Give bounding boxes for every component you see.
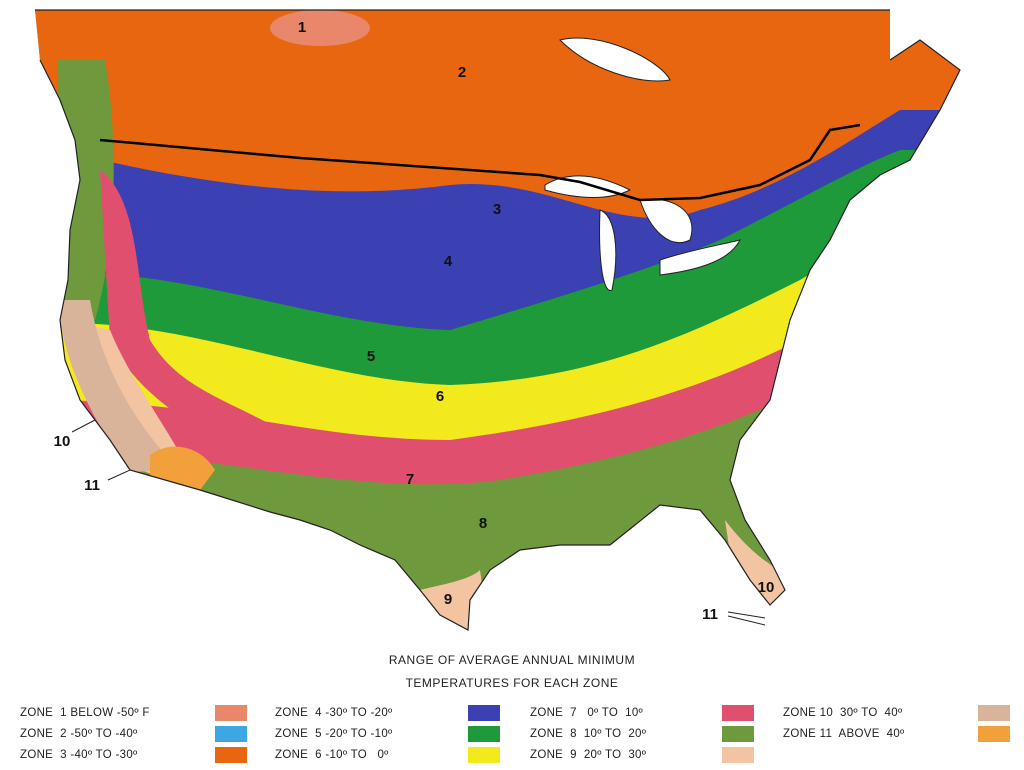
legend-label: ZONE 4 -30º TO -20º xyxy=(275,707,393,719)
legend-title: RANGE OF AVERAGE ANNUAL MINIMUM xyxy=(389,653,635,667)
legend-swatch xyxy=(215,747,247,763)
legend-label: ZONE 3 -40º TO -30º xyxy=(20,749,138,761)
legend-swatch xyxy=(978,726,1010,742)
zone-number: 9 xyxy=(444,591,452,608)
legend-label: ZONE 2 -50º TO -40º xyxy=(20,728,138,740)
legend-swatch xyxy=(468,705,500,721)
great-lakes xyxy=(544,37,741,291)
zone-number: 8 xyxy=(479,515,487,532)
zone-number: 1 xyxy=(298,19,306,36)
zone-region xyxy=(725,520,790,620)
legend-title: TEMPERATURES FOR EACH ZONE xyxy=(406,676,619,690)
zone-number: 4 xyxy=(444,253,453,270)
legend-label: ZONE 10 30º TO 40º xyxy=(783,707,903,719)
legend-swatch xyxy=(978,705,1010,721)
zone-number: 11 xyxy=(702,606,718,623)
legend-label: ZONE 6 -10º TO 0º xyxy=(275,749,389,761)
lake xyxy=(599,209,617,291)
legend-swatch xyxy=(468,747,500,763)
legend-label: ZONE 11 ABOVE 40º xyxy=(783,728,905,740)
zone-region xyxy=(560,545,615,560)
lake xyxy=(639,198,693,244)
zone-number: 11 xyxy=(84,477,100,494)
zone-number: 10 xyxy=(758,579,775,596)
leader-line xyxy=(71,419,96,433)
zone-number: 7 xyxy=(406,471,414,488)
leader-line xyxy=(727,615,766,626)
legend-label: ZONE 9 20º TO 30º xyxy=(530,749,647,761)
leader-lines xyxy=(71,419,766,626)
legend-swatch xyxy=(215,726,247,742)
zone-region xyxy=(100,170,280,470)
zone-number: 10 xyxy=(54,433,71,450)
legend-swatch xyxy=(722,705,754,721)
zone-region xyxy=(58,60,114,320)
legend-label: ZONE 5 -20º TO -10º xyxy=(275,728,393,740)
border-line xyxy=(99,123,861,202)
legend-label: ZONE 7 0º TO 10º xyxy=(530,707,644,719)
lake xyxy=(659,239,741,276)
leader-line xyxy=(727,611,766,619)
leader-line xyxy=(107,469,131,481)
zone-region xyxy=(270,10,370,46)
coastline xyxy=(35,9,961,631)
legend-label: ZONE 1 BELOW -50º F xyxy=(20,707,150,719)
zone-number: 5 xyxy=(367,348,375,365)
zone-number: 2 xyxy=(458,64,466,81)
zone-region xyxy=(150,446,215,490)
lake xyxy=(544,175,632,198)
legend-label: ZONE 8 10º TO 20º xyxy=(530,728,647,740)
legend: ZONE 1 BELOW -50º F ZONE 2 -50º TO -40º ZO… xyxy=(20,705,1010,763)
legend-swatch xyxy=(215,705,247,721)
zone-number: 6 xyxy=(436,388,444,405)
legend-swatch xyxy=(722,747,754,763)
zone-region xyxy=(60,300,180,472)
legend-swatch xyxy=(722,726,754,742)
lake xyxy=(559,37,671,82)
zone-number-labels: 1 2 3 4 5 6 7 8 9 10 10 11 11 xyxy=(54,19,775,623)
zone-number: 3 xyxy=(493,201,501,218)
legend-swatch xyxy=(468,726,500,742)
